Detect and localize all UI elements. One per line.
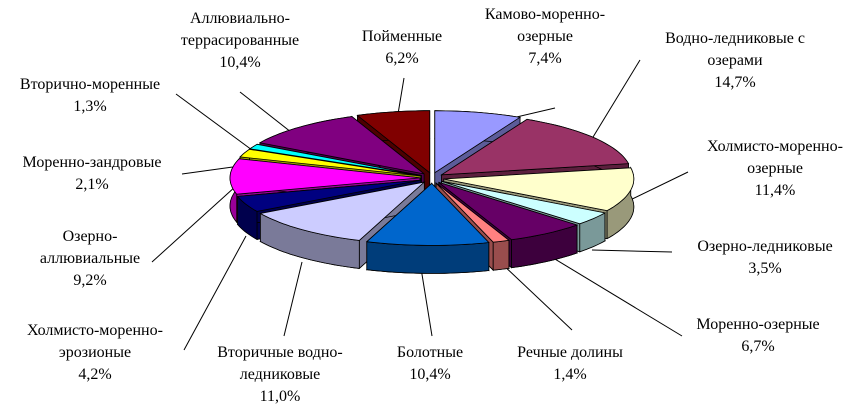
slice — [434, 110, 522, 174]
value-label: 11,0% — [259, 388, 301, 405]
category-label: Моренно-озерные — [696, 316, 820, 333]
value-label: 6,7% — [741, 338, 775, 355]
slice-label: Камово-моренно-озерные 7,4% — [470, 4, 620, 70]
slice-label: Холмисто-моренно-озерные 11,4% — [693, 136, 858, 202]
leader-line — [419, 261, 433, 337]
category-label: Речные долины — [517, 344, 623, 361]
slice — [435, 182, 510, 243]
slice-label: Моренно-озерные 6,7% — [668, 314, 848, 358]
leader-line — [591, 249, 673, 253]
category-label: Холмисто-моренно-эрозионые — [27, 322, 163, 361]
category-label: Холмисто-моренно-озерные — [707, 138, 843, 177]
slice-side — [366, 241, 490, 274]
leader-line — [283, 261, 303, 337]
leader-line — [589, 59, 641, 143]
category-label: Камово-моренно-озерные — [484, 6, 606, 45]
slice-label: Водно-ледниковые с озерами 14,7% — [640, 28, 830, 94]
value-label: 9,2% — [73, 272, 107, 289]
slice — [365, 182, 490, 246]
leader-line — [539, 249, 683, 337]
category-label: Пойменные — [361, 28, 443, 45]
slice — [443, 167, 635, 212]
category-label: Вторичные водно-ледниковые — [217, 344, 343, 383]
leader-line — [181, 165, 241, 175]
slice-side — [492, 239, 510, 271]
slice — [236, 179, 421, 212]
slice — [356, 110, 431, 174]
value-label: 14,7% — [714, 74, 756, 91]
slice-label: Озерно-ледниковые 3,5% — [665, 236, 864, 280]
value-label: 10,4% — [219, 54, 261, 71]
value-label: 6,2% — [385, 50, 419, 67]
value-label: 1,3% — [73, 98, 107, 115]
value-label: 7,4% — [528, 50, 562, 67]
category-label: Озерно-аллювиальные — [39, 228, 141, 267]
slice-label: Речные долины 1,4% — [500, 342, 640, 386]
slice-label: Аллювиально-террасированные 10,4% — [165, 8, 315, 74]
value-label: 1,4% — [553, 366, 587, 383]
value-label: 4,2% — [78, 366, 112, 383]
slice-label: Моренно-зандровые 2,1% — [2, 152, 182, 196]
slice — [441, 180, 607, 225]
category-label: Болотные — [396, 344, 464, 361]
value-label: 2,1% — [75, 176, 109, 193]
slice-label: Озерно-аллювиальные 9,2% — [35, 226, 145, 292]
category-label: Озерно-ледниковые — [697, 238, 833, 255]
category-label: Моренно-зандровые — [22, 154, 162, 171]
category-label: Водно-ледниковые с озерами — [665, 30, 805, 69]
value-label: 3,5% — [748, 260, 782, 277]
leader-line — [151, 185, 237, 263]
leader-line — [621, 171, 689, 205]
slice — [248, 143, 422, 176]
value-label: 11,4% — [754, 182, 796, 199]
slice-label: Болотные 10,4% — [370, 342, 490, 386]
category-label: Аллювиально-террасированные — [180, 10, 300, 49]
leader-line — [175, 93, 253, 151]
category-label: Вторично-моренные — [19, 76, 161, 93]
slice — [438, 182, 579, 241]
slice — [440, 118, 630, 176]
leader-line — [499, 261, 573, 331]
slice-label: Вторичные водно-ледниковые 11,0% — [200, 342, 360, 408]
slice — [259, 181, 426, 241]
slice-label: Пойменные 6,2% — [342, 26, 462, 70]
value-label: 10,4% — [409, 366, 451, 383]
slice-label: Вторично-моренные 1,3% — [0, 74, 180, 118]
leader-line — [239, 91, 297, 137]
slice — [239, 148, 421, 177]
slice-label: Холмисто-моренно-эрозионые 4,2% — [5, 320, 185, 386]
slice — [229, 158, 421, 195]
leader-line — [183, 235, 247, 351]
slice — [258, 116, 425, 175]
